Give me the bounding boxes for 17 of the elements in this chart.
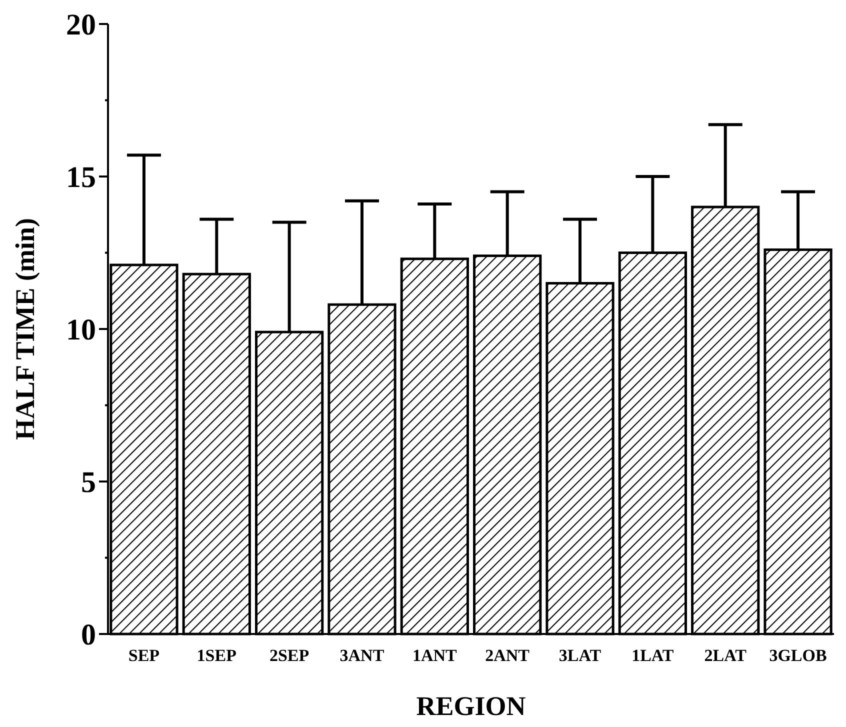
x-tick-label: 3GLOB xyxy=(769,646,827,665)
x-tick-label: 1ANT xyxy=(412,646,458,665)
y-tick-label: 0 xyxy=(81,618,96,652)
x-tick-label: 2ANT xyxy=(485,646,530,665)
x-tick-label: 2LAT xyxy=(704,646,748,665)
x-tick-label: 2SEP xyxy=(269,646,310,665)
y-axis-title: HALF TIME (min) xyxy=(10,218,40,440)
x-tick-label: 1LAT xyxy=(632,646,674,665)
y-tick-label: 10 xyxy=(66,314,96,346)
x-tick-label: SEP xyxy=(128,646,160,665)
x-tick-label: 1SEP xyxy=(196,646,236,665)
x-axis-title: REGION xyxy=(416,691,526,721)
x-tick-label: 3LAT xyxy=(558,646,602,665)
x-tick-label: 3ANT xyxy=(340,646,385,665)
y-tick-label: 20 xyxy=(66,8,96,42)
y-tick-label: 5 xyxy=(81,466,96,499)
y-tick-label: 15 xyxy=(66,161,96,194)
